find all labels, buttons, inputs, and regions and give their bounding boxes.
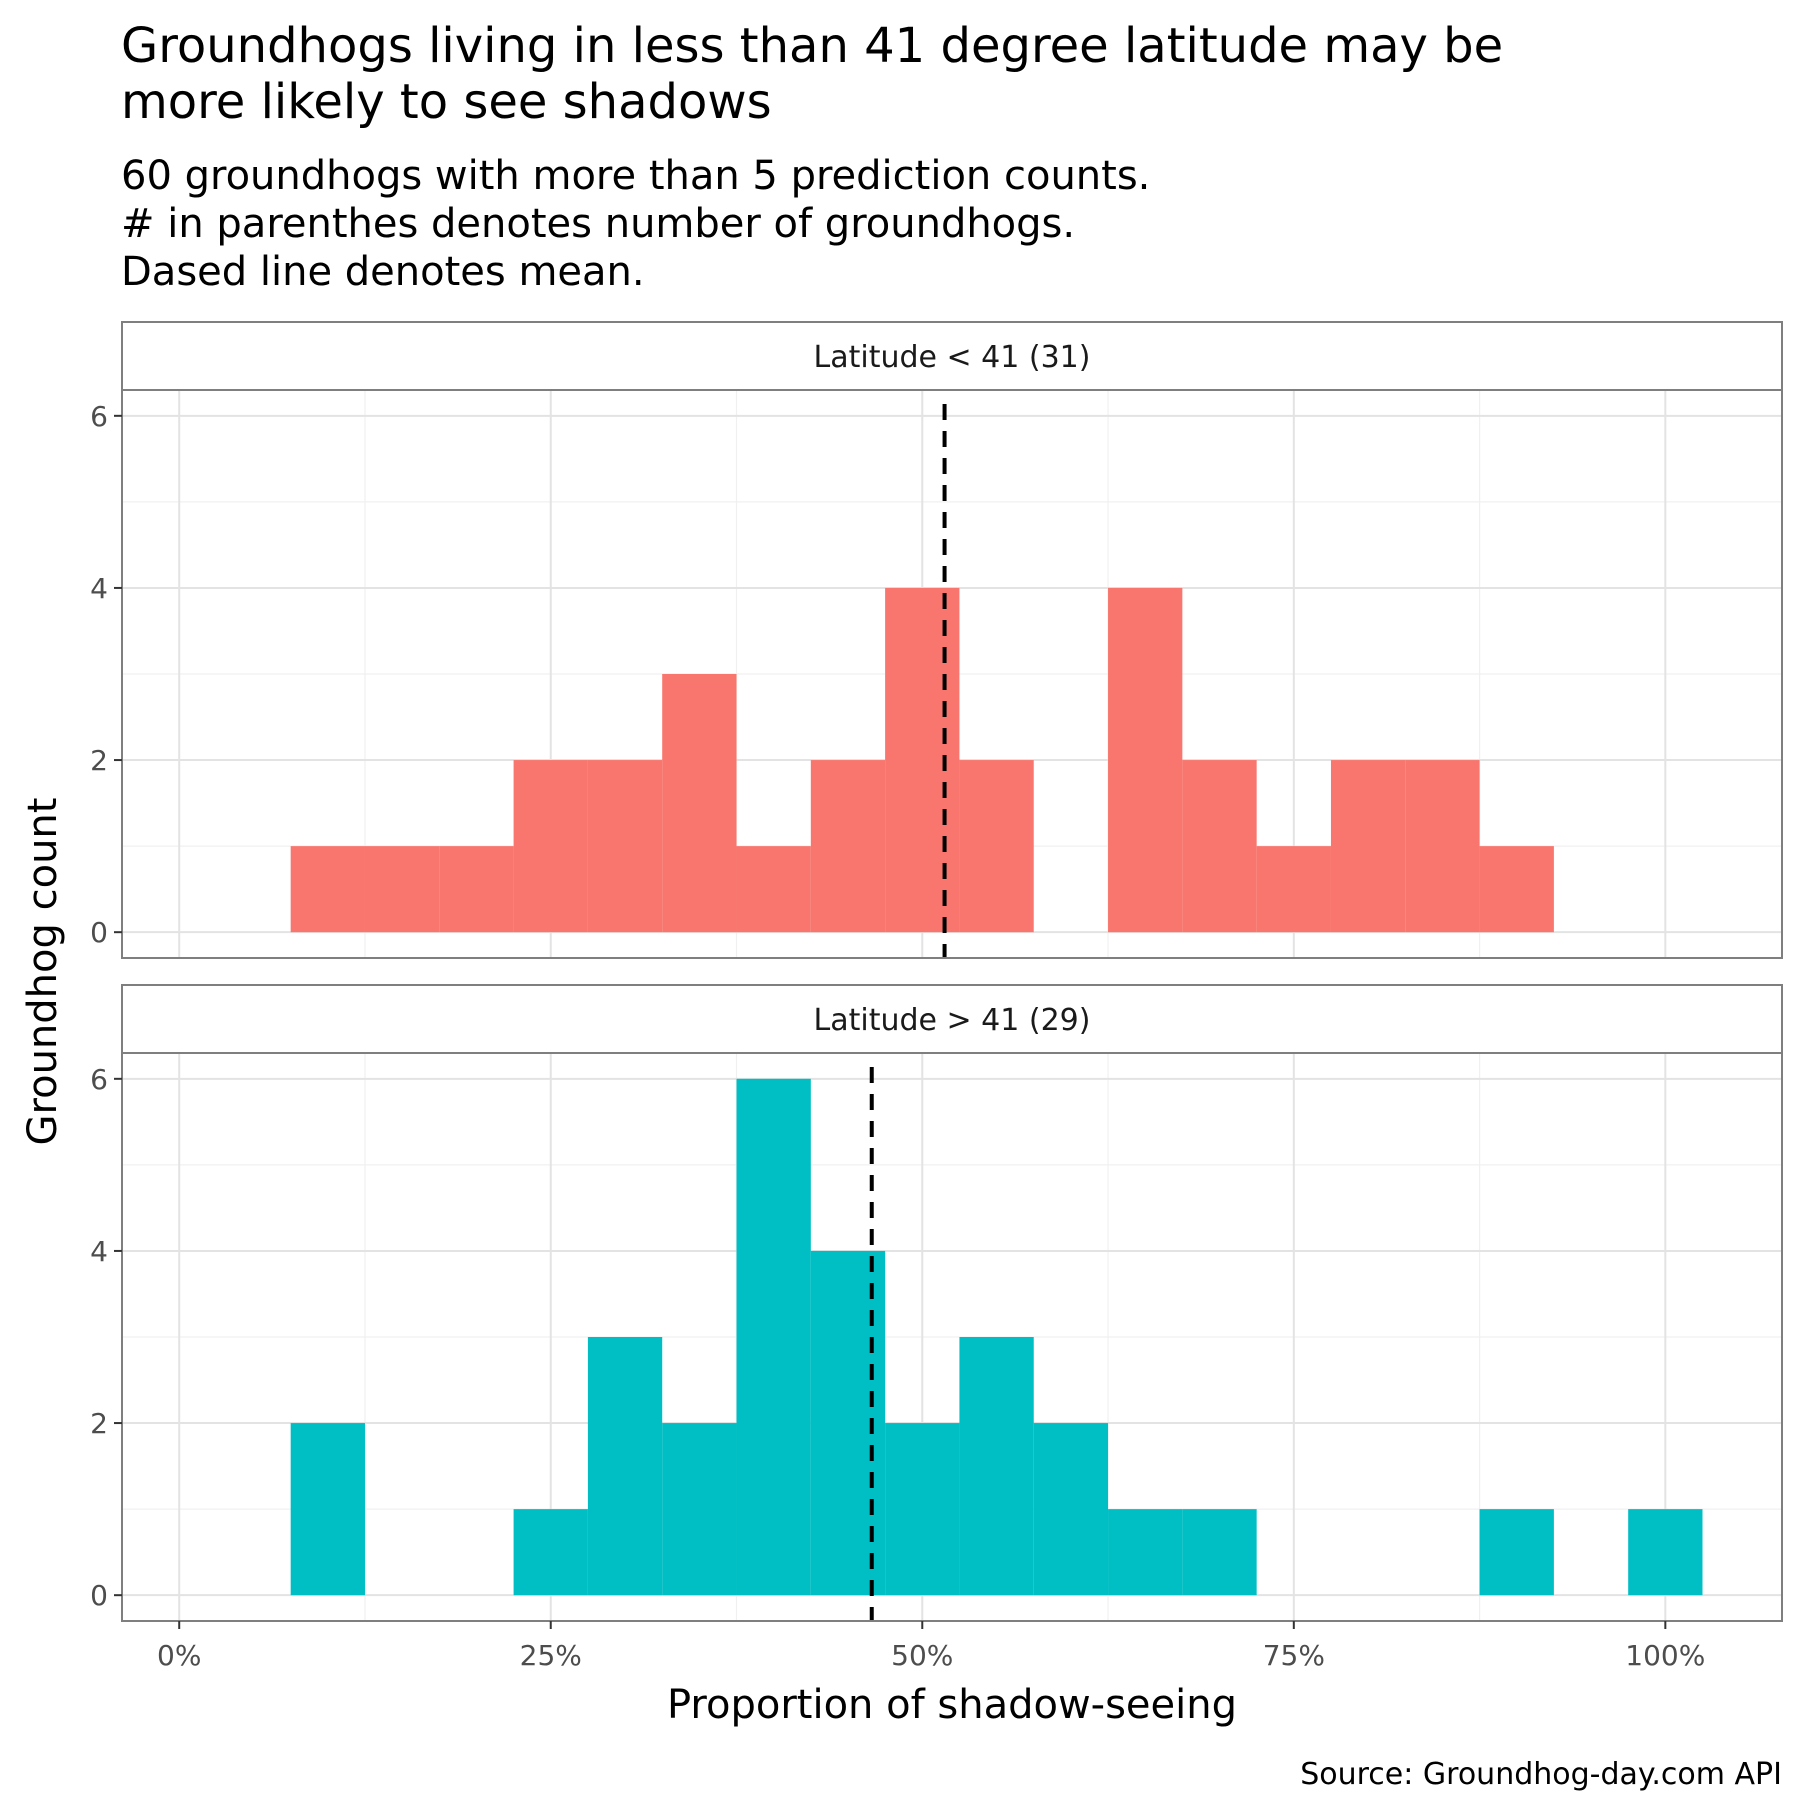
- chart-title-line: more likely to see shadows: [121, 74, 772, 130]
- histogram-bar: [1182, 760, 1257, 933]
- histogram-bar: [662, 1423, 737, 1596]
- panel-border: [121, 1052, 1783, 1622]
- histogram-bar: [959, 1337, 1034, 1596]
- histogram-bar: [1479, 846, 1554, 933]
- histogram-bar: [1628, 1509, 1703, 1596]
- histogram-bar: [587, 760, 663, 933]
- histogram-bar: [1330, 760, 1406, 933]
- histogram-bar: [959, 760, 1034, 933]
- histogram-bar: [290, 846, 365, 933]
- y-tick-label: 6: [90, 400, 108, 433]
- histogram-bar: [1108, 1509, 1183, 1596]
- histogram-bar: [736, 1078, 811, 1596]
- histogram-bar: [587, 1337, 663, 1596]
- panel-border: [121, 389, 1783, 959]
- x-tick-label: 75%: [1263, 1639, 1325, 1672]
- histogram-bar: [810, 1250, 886, 1596]
- y-tick-label: 6: [90, 1063, 108, 1096]
- histogram-bar: [364, 846, 440, 933]
- chart-caption: Source: Groundhog-day.com API: [1300, 1757, 1782, 1792]
- histogram-bar: [1479, 1509, 1554, 1596]
- x-tick-label: 25%: [520, 1639, 582, 1672]
- y-tick-label: 4: [90, 1235, 108, 1268]
- x-tick-label: 0%: [157, 1639, 201, 1672]
- facet-strip-label: Latitude > 41 (29): [814, 1003, 1091, 1038]
- histogram-bar: [810, 760, 886, 933]
- histogram-bar: [1033, 1423, 1109, 1596]
- histogram-bar: [662, 674, 737, 933]
- histogram-bar: [513, 1509, 588, 1596]
- y-tick-label: 4: [90, 572, 108, 605]
- histogram-bar: [1405, 760, 1480, 933]
- chart-subtitle-line: Dased line denotes mean.: [121, 249, 645, 295]
- chart-subtitle-line: # in parenthes denotes number of groundh…: [121, 201, 1075, 247]
- histogram-bar: [513, 760, 588, 933]
- histogram-bar: [1108, 587, 1183, 933]
- x-tick-label: 50%: [891, 1639, 953, 1672]
- histogram-bar: [885, 1423, 960, 1596]
- facet-strip-label: Latitude < 41 (31): [814, 340, 1091, 375]
- facet-strip: [121, 984, 1783, 1054]
- chart-subtitle-line: 60 groundhogs with more than 5 predictio…: [121, 153, 1150, 199]
- histogram-bar: [290, 1423, 365, 1596]
- y-tick-label: 2: [90, 1407, 108, 1440]
- x-tick-label: 100%: [1625, 1639, 1705, 1672]
- y-tick-label: 2: [90, 744, 108, 777]
- histogram-bar: [885, 587, 960, 933]
- histogram-bar: [1182, 1509, 1257, 1596]
- histogram-bar: [1256, 846, 1331, 933]
- y-tick-label: 0: [90, 916, 108, 949]
- chart-title-line: Groundhogs living in less than 41 degree…: [121, 18, 1503, 74]
- histogram-bar: [439, 846, 514, 933]
- histogram-bar: [736, 846, 811, 933]
- y-tick-label: 0: [90, 1579, 108, 1612]
- x-axis-title: Proportion of shadow-seeing: [667, 1682, 1237, 1728]
- facet-strip: [121, 321, 1783, 391]
- y-axis-title: Groundhog count: [20, 798, 66, 1146]
